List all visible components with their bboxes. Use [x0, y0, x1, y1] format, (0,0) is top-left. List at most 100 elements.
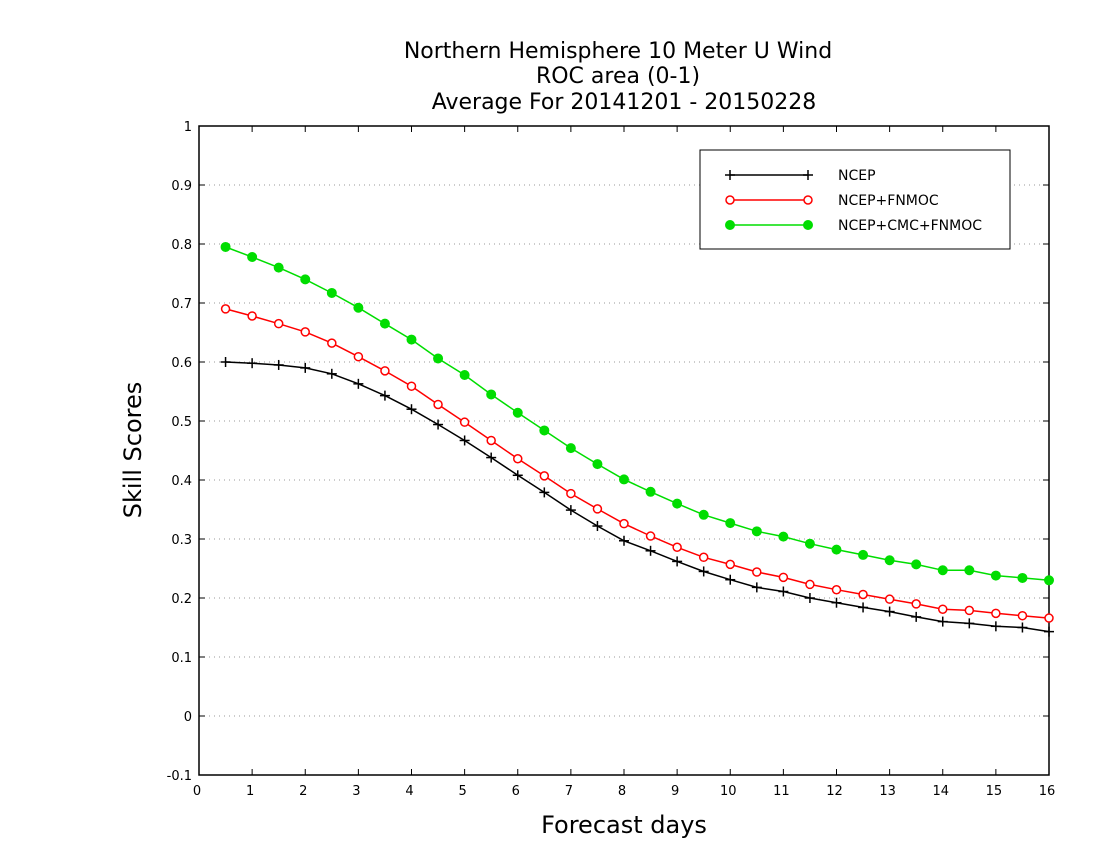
data-point	[645, 486, 656, 497]
data-point	[778, 572, 789, 583]
data-point	[645, 545, 656, 556]
series-line	[225, 308, 1050, 619]
data-point	[619, 535, 629, 546]
data-point	[911, 599, 921, 609]
data-point	[406, 404, 417, 415]
data-point	[353, 302, 364, 313]
data-point	[353, 378, 364, 389]
data-point	[645, 531, 656, 541]
data-point	[565, 443, 576, 454]
data-point	[326, 368, 337, 379]
x-tick-label: 7	[565, 784, 573, 799]
data-point	[990, 621, 1001, 632]
chart-title: Northern Hemisphere 10 Meter U Wind ROC …	[404, 39, 832, 115]
data-point	[751, 526, 762, 537]
series-1	[220, 304, 1054, 623]
data-point	[566, 488, 576, 499]
data-point	[672, 542, 682, 553]
data-point	[1044, 613, 1054, 623]
data-point	[698, 566, 709, 577]
series-layer	[220, 241, 1054, 637]
data-point	[911, 559, 922, 570]
legend-label: NCEP	[838, 168, 876, 184]
legend-marker	[803, 220, 813, 230]
data-point	[672, 556, 683, 567]
data-point	[273, 262, 284, 273]
y-tick-label: 0.9	[171, 179, 192, 194]
y-tick-label: 0.7	[171, 297, 192, 312]
legend-entry: NCEP	[725, 168, 876, 184]
data-point	[353, 351, 364, 362]
legend-marker	[725, 220, 735, 230]
data-point	[964, 605, 975, 616]
data-point	[1044, 575, 1054, 586]
x-tick-label: 9	[671, 784, 679, 799]
data-point	[911, 611, 922, 622]
data-point	[858, 549, 869, 560]
data-point	[327, 338, 337, 348]
series-2	[220, 241, 1054, 586]
data-point	[804, 538, 815, 549]
data-point	[991, 608, 1001, 619]
data-point	[300, 362, 311, 373]
data-point	[1017, 572, 1028, 583]
data-point	[937, 565, 948, 576]
data-point	[884, 555, 895, 566]
data-point	[459, 435, 470, 446]
x-tick-label: 8	[618, 784, 626, 799]
data-point	[459, 369, 470, 380]
data-point	[592, 504, 603, 514]
data-point	[831, 584, 842, 595]
data-point	[406, 334, 417, 345]
x-tick-label: 0	[193, 784, 201, 799]
data-point	[565, 505, 576, 516]
y-tick-label: 0.6	[171, 356, 192, 371]
y-tick-label: 0.3	[171, 533, 192, 548]
data-point	[592, 521, 603, 532]
data-point	[379, 318, 390, 329]
data-point	[831, 597, 842, 608]
data-point	[858, 602, 869, 613]
data-point	[273, 359, 284, 370]
data-point	[805, 579, 815, 590]
data-point	[406, 381, 417, 391]
data-point	[247, 358, 258, 369]
data-point	[220, 357, 231, 367]
x-tick-label: 11	[773, 784, 790, 799]
y-axis: -0.1 0 0.1 0.2 0.3 0.4 0.5 0.6 0.7 0.8 0.9 1	[167, 120, 1049, 784]
data-point	[804, 593, 815, 603]
data-point	[858, 589, 868, 600]
y-tick-label: 0.1	[171, 651, 192, 666]
data-point	[433, 399, 443, 410]
title-line-1: Northern Hemisphere 10 Meter U Wind	[404, 39, 832, 64]
legend-entry: NCEP+CMC+FNMOC	[725, 218, 982, 234]
data-point	[486, 435, 496, 446]
series-line	[225, 361, 1050, 633]
x-tick-label: 6	[512, 784, 520, 799]
y-tick-label: 0	[184, 710, 192, 725]
x-tick-label: 3	[352, 784, 360, 799]
data-point	[619, 474, 629, 485]
y-tick-label: 0.4	[171, 474, 192, 489]
data-point	[937, 616, 948, 627]
y-tick-label: 0.5	[171, 415, 192, 430]
series-0	[220, 357, 1054, 637]
x-tick-label: 1	[246, 784, 254, 799]
data-point	[672, 498, 683, 509]
data-point	[459, 417, 470, 427]
data-point	[990, 570, 1001, 581]
title-line-2: ROC area (0-1)	[536, 64, 700, 89]
legend-label: NCEP+CMC+FNMOC	[838, 218, 982, 234]
x-tick-label: 12	[826, 784, 843, 799]
y-tick-label: 1	[184, 120, 192, 135]
data-point	[725, 574, 736, 585]
data-point	[512, 470, 523, 481]
data-point	[1017, 610, 1028, 621]
gridlines	[199, 184, 1049, 717]
data-point	[512, 407, 523, 418]
legend-marker	[803, 195, 813, 205]
data-point	[273, 318, 284, 329]
data-point	[964, 618, 975, 629]
legend-entry: NCEP+FNMOC	[725, 193, 939, 209]
